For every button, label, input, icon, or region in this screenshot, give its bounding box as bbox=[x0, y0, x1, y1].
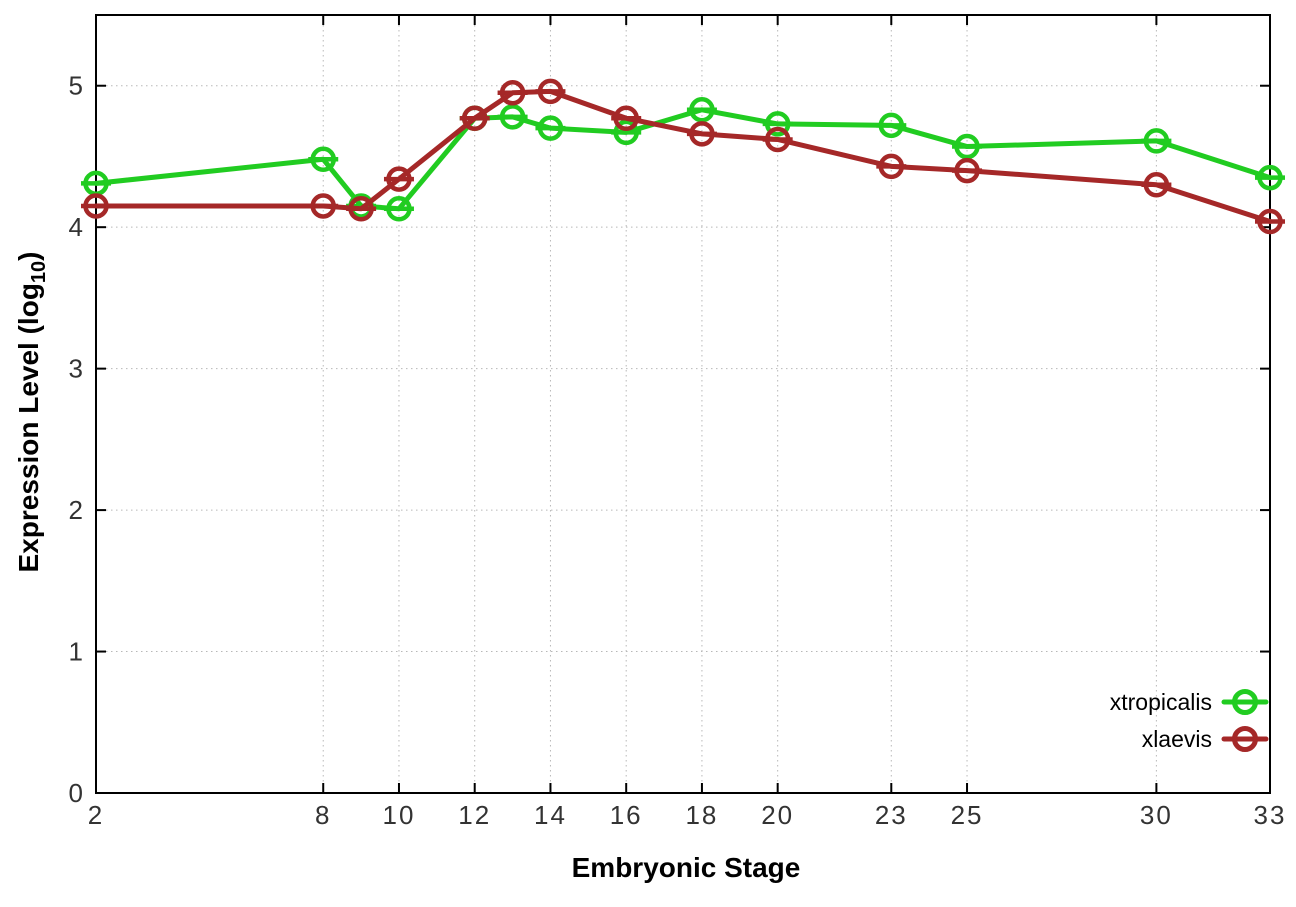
data-point-xlaevis bbox=[499, 80, 526, 106]
x-tick-label: 30 bbox=[1140, 800, 1173, 830]
legend: xtropicalis xlaevis bbox=[1110, 689, 1269, 752]
data-point-xtropicalis bbox=[689, 97, 715, 123]
y-tick-label: 2 bbox=[69, 495, 85, 525]
data-point-xlaevis bbox=[954, 157, 980, 184]
x-tick-label: 10 bbox=[383, 800, 416, 830]
legend-sample-marker-xlaevis bbox=[1232, 726, 1258, 752]
data-point-xtropicalis bbox=[878, 112, 905, 139]
series-line-xlaevis bbox=[93, 88, 1273, 225]
data-point-xtropicalis bbox=[386, 196, 412, 222]
y-tick-label: 4 bbox=[69, 212, 85, 242]
y-tick-label: 3 bbox=[69, 354, 85, 384]
data-point-xtropicalis bbox=[1143, 128, 1170, 154]
y-tick-label: 0 bbox=[69, 778, 85, 808]
data-point-xlaevis bbox=[1257, 208, 1283, 235]
data-point-xlaevis bbox=[613, 105, 639, 132]
x-tick-label: 33 bbox=[1254, 800, 1287, 830]
data-point-xlaevis bbox=[310, 193, 336, 219]
series-layer bbox=[81, 78, 1285, 235]
x-tick-label: 8 bbox=[315, 800, 331, 830]
y-axis-title: Expression Level (log10) bbox=[13, 252, 50, 573]
legend-label-xlaevis: xlaevis bbox=[1142, 726, 1212, 752]
data-point-xtropicalis bbox=[764, 111, 791, 137]
x-tick-label: 12 bbox=[458, 800, 491, 830]
x-tick-label: 16 bbox=[610, 800, 643, 830]
x-tick-label: 14 bbox=[534, 800, 567, 830]
data-point-xlaevis bbox=[1143, 171, 1170, 198]
x-tick-label: 18 bbox=[685, 800, 718, 830]
plot-border bbox=[95, 14, 1271, 794]
data-point-xlaevis bbox=[83, 193, 109, 219]
data-point-xtropicalis bbox=[1257, 164, 1283, 191]
y-tick-label: 5 bbox=[69, 71, 85, 101]
data-point-xtropicalis bbox=[613, 119, 639, 146]
data-point-xlaevis bbox=[764, 126, 791, 153]
y-tick-label: 1 bbox=[69, 637, 85, 667]
data-point-xlaevis bbox=[386, 166, 412, 192]
data-point-xlaevis bbox=[689, 121, 715, 147]
data-point-xtropicalis bbox=[499, 104, 526, 130]
y-axis-title-main: Expression Level (log bbox=[13, 283, 44, 572]
x-tick-label: 2 bbox=[88, 800, 104, 830]
x-axis-title: Embryonic Stage bbox=[572, 852, 801, 883]
y-axis-title-close: ) bbox=[13, 252, 44, 261]
x-tick-label: 23 bbox=[875, 800, 908, 830]
series-line-xtropicalis bbox=[93, 107, 1273, 212]
x-tick-label: 20 bbox=[761, 800, 794, 830]
data-point-xtropicalis bbox=[954, 133, 980, 160]
data-point-xlaevis bbox=[461, 105, 488, 132]
legend-sample-marker-xtropicalis bbox=[1232, 689, 1258, 715]
y-axis-title-subscript: 10 bbox=[28, 261, 50, 283]
data-point-xtropicalis bbox=[310, 146, 336, 173]
data-point-xtropicalis bbox=[537, 115, 564, 141]
data-point-xlaevis bbox=[537, 78, 564, 105]
legend-label-xtropicalis: xtropicalis bbox=[1110, 689, 1212, 715]
x-tick-label: 25 bbox=[951, 800, 984, 830]
data-point-xlaevis bbox=[878, 153, 905, 180]
grid-layer bbox=[96, 15, 1270, 793]
data-point-xlaevis bbox=[348, 196, 374, 222]
